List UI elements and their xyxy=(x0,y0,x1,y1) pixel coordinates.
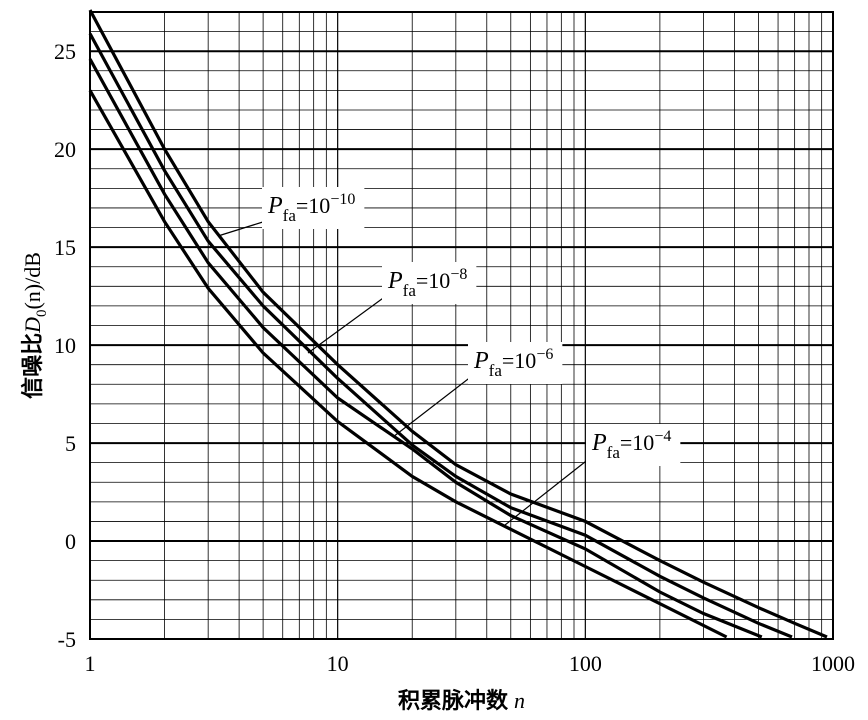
label-box xyxy=(382,262,477,304)
y-axis-label-prefix: 信噪比 xyxy=(20,333,45,399)
label-symbol: P xyxy=(267,193,283,219)
leader-line xyxy=(307,295,387,354)
x-tick-label: 10 xyxy=(327,651,349,676)
label-box xyxy=(468,342,563,384)
data-line xyxy=(88,32,793,639)
label-symbol: P xyxy=(591,430,607,456)
label-subscript: fa xyxy=(403,281,417,300)
label-subscript: fa xyxy=(489,361,503,380)
y-axis-label: 信噪比D0(n)/dB xyxy=(20,252,50,399)
x-tick-label: 1000 xyxy=(811,651,855,676)
label-exponent: −8 xyxy=(450,266,467,283)
y-tick-label: 15 xyxy=(54,235,76,260)
series-label: Pfa=10−4 xyxy=(591,428,671,462)
x-tick-label: 100 xyxy=(569,651,602,676)
label-symbol: P xyxy=(473,348,489,374)
data-line xyxy=(88,89,728,639)
y-tick-label: 5 xyxy=(65,431,76,456)
data-line xyxy=(88,58,763,639)
y-tick-label: -5 xyxy=(58,627,76,652)
label-subscript: fa xyxy=(607,443,621,462)
leader-line xyxy=(217,220,267,237)
label-base: =10 xyxy=(620,430,654,455)
y-axis-label-symbol: D xyxy=(20,317,45,334)
x-axis-label-variable: n xyxy=(514,688,525,713)
leader-line xyxy=(392,375,473,438)
y-tick-label: 25 xyxy=(54,39,76,64)
label-exponent: −6 xyxy=(536,346,553,363)
series-label: Pfa=10−6 xyxy=(473,346,553,380)
label-box xyxy=(262,187,365,229)
x-tick-label: 1 xyxy=(85,651,96,676)
label-box xyxy=(586,424,681,466)
y-tick-label: 10 xyxy=(54,333,76,358)
label-subscript: fa xyxy=(283,206,297,225)
x-axis-label-text: 积累脉冲数 xyxy=(398,688,509,713)
label-symbol: P xyxy=(387,268,403,294)
y-axis-label-suffix: (n)/dB xyxy=(20,252,45,309)
y-tick-label: 0 xyxy=(65,529,76,554)
label-base: =10 xyxy=(416,268,450,293)
label-base: =10 xyxy=(296,193,330,218)
y-axis-label-subscript: 0 xyxy=(34,310,50,318)
leader-line xyxy=(504,457,591,526)
y-tick-label: 20 xyxy=(54,137,76,162)
label-base: =10 xyxy=(502,348,536,373)
series-label: Pfa=10−8 xyxy=(387,266,467,300)
data-line xyxy=(88,9,828,639)
label-exponent: −4 xyxy=(654,428,671,445)
x-axis-label: 积累脉冲数 n xyxy=(398,688,525,713)
series-label: Pfa=10−10 xyxy=(267,191,355,225)
plot-frame xyxy=(89,11,834,640)
label-exponent: −10 xyxy=(330,191,355,208)
